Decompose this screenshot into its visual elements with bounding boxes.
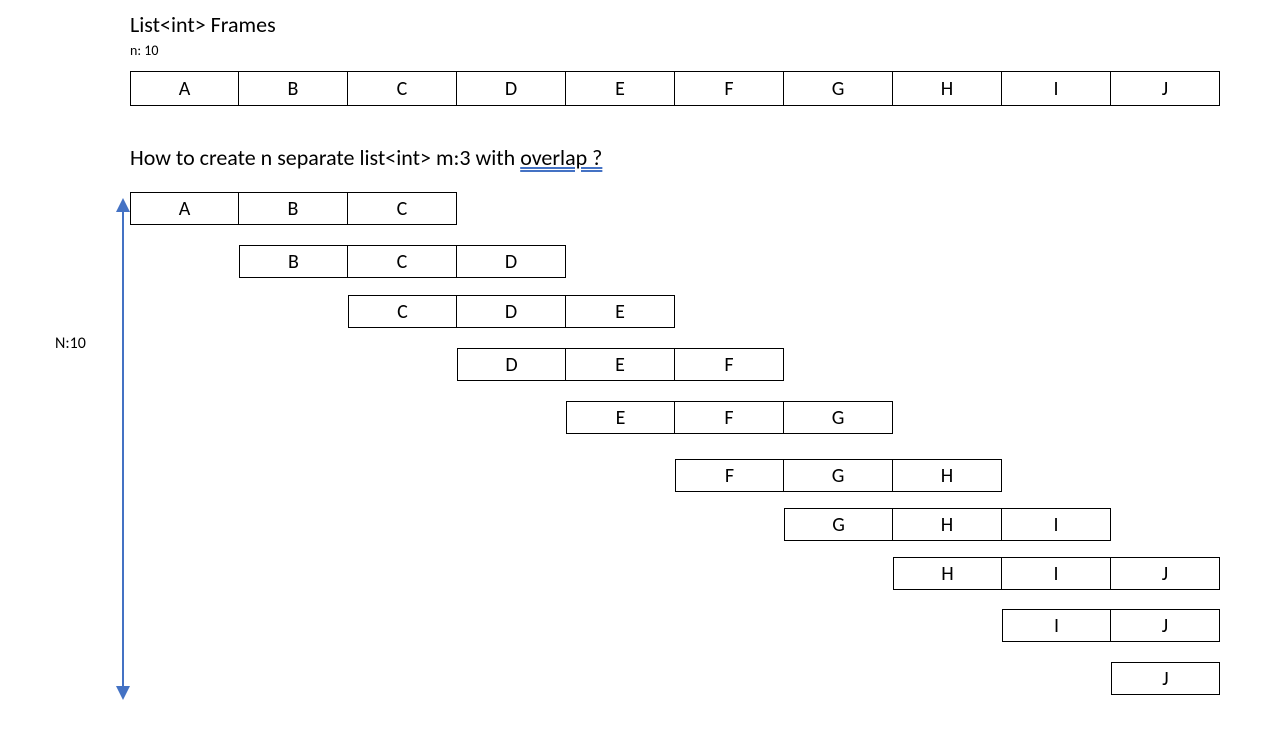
sublist-cell: G — [784, 508, 893, 541]
sublist-cell: J — [1111, 662, 1220, 695]
sublist-cell: E — [566, 401, 675, 434]
sublist-row: EFG — [566, 401, 893, 434]
sublist-cell: D — [457, 295, 566, 328]
sublist-row: HIJ — [893, 557, 1220, 590]
sublist-cell: D — [457, 245, 566, 278]
sublist-row: IJ — [1002, 609, 1220, 642]
sublist-row: J — [1111, 662, 1220, 695]
frames-cell: I — [1002, 71, 1111, 106]
frames-cell: C — [348, 71, 457, 106]
sublist-cell: H — [893, 508, 1002, 541]
sublist-row: ABC — [130, 192, 457, 225]
frames-cell: B — [239, 71, 348, 106]
sublist-cell: G — [784, 459, 893, 492]
sublist-row: CDE — [348, 295, 675, 328]
frames-cell: H — [893, 71, 1002, 106]
sublist-row: DEF — [457, 348, 784, 381]
sublist-cell: J — [1111, 609, 1220, 642]
frames-cell: J — [1111, 71, 1220, 106]
sublist-cell: F — [675, 401, 784, 434]
frames-cell: D — [457, 71, 566, 106]
sublist-cell: D — [457, 348, 566, 381]
arrow-line — [122, 210, 124, 688]
sublist-cell: H — [893, 459, 1002, 492]
sublist-row: BCD — [239, 245, 566, 278]
sublist-row: GHI — [784, 508, 1111, 541]
sublist-cell: A — [130, 192, 239, 225]
frames-cell: G — [784, 71, 893, 106]
sublist-cell: E — [566, 295, 675, 328]
sublist-cell: C — [348, 245, 457, 278]
sublist-cell: C — [348, 295, 457, 328]
title-text: List<int> Frames — [130, 11, 276, 38]
sublist-cell: E — [566, 348, 675, 381]
sublist-cell: B — [239, 245, 348, 278]
sublist-cell: I — [1002, 508, 1111, 541]
sublist-cell: I — [1002, 609, 1111, 642]
frames-cell: A — [130, 71, 239, 106]
sublist-cell: G — [784, 401, 893, 434]
sublist-cell: I — [1002, 557, 1111, 590]
sublist-cell: H — [893, 557, 1002, 590]
sublist-cell: F — [675, 459, 784, 492]
arrow-label: N:10 — [55, 334, 86, 353]
frames-cell: F — [675, 71, 784, 106]
question-underlined: overlap ? — [520, 144, 602, 171]
vertical-arrow — [116, 198, 130, 700]
arrow-head-down-icon — [116, 686, 130, 700]
frames-row: ABCDEFGHIJ — [130, 71, 1220, 106]
sublist-cell: C — [348, 192, 457, 225]
sublist-cell: B — [239, 192, 348, 225]
question-prefix: How to create n separate list<int> m:3 w… — [130, 144, 520, 171]
sublist-row: FGH — [675, 459, 1002, 492]
sublist-cell: F — [675, 348, 784, 381]
frames-cell: E — [566, 71, 675, 106]
sublist-cell: J — [1111, 557, 1220, 590]
subtitle-n: n: 10 — [130, 42, 158, 59]
question-text: How to create n separate list<int> m:3 w… — [130, 144, 602, 171]
